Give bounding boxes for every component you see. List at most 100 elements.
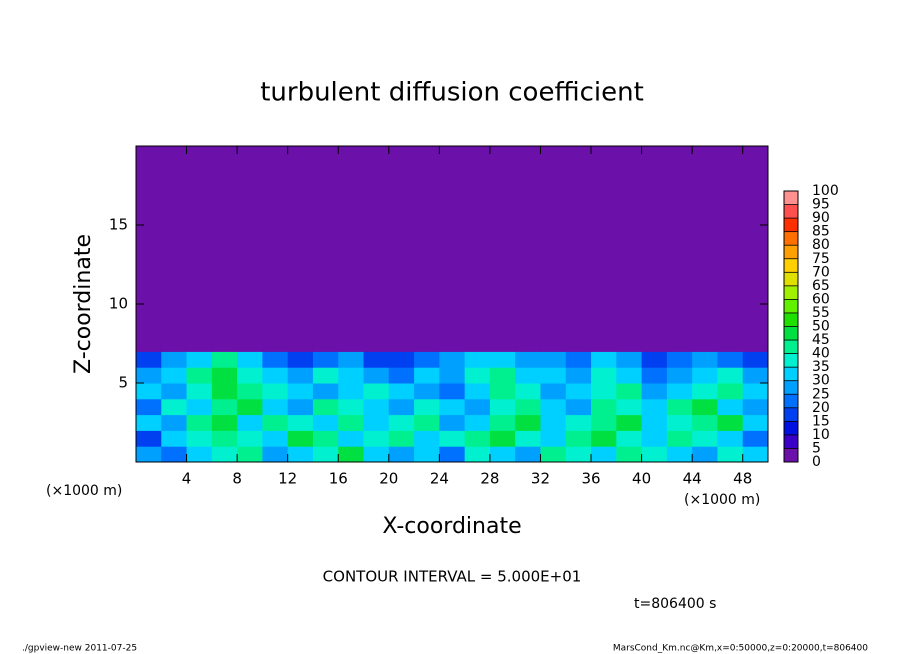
colorbar-swatch xyxy=(784,326,798,341)
heat-cell xyxy=(363,383,390,400)
colorbar-swatch xyxy=(784,231,798,246)
x-tick-label: 20 xyxy=(379,470,398,488)
heat-cell xyxy=(363,446,390,463)
colorbar-swatch xyxy=(784,258,798,273)
heat-cell xyxy=(616,398,643,416)
heat-cell xyxy=(717,351,744,368)
heat-cell xyxy=(262,398,289,416)
heat-cell xyxy=(565,446,592,463)
heat-cell xyxy=(616,414,643,431)
x-axis-label: X-coordinate xyxy=(382,514,521,539)
heat-cell xyxy=(591,146,617,352)
heat-cell xyxy=(540,351,567,368)
heat-cell xyxy=(211,430,238,447)
heat-cell xyxy=(186,351,213,368)
heat-cell xyxy=(338,414,365,431)
heat-cell xyxy=(742,398,769,416)
heat-cell xyxy=(211,146,238,352)
heat-cell xyxy=(388,414,415,431)
heat-cell xyxy=(489,351,516,368)
x-tick-label: 32 xyxy=(531,470,550,488)
x-tick-label: 40 xyxy=(632,470,651,488)
heat-cell xyxy=(338,430,365,447)
heat-cell xyxy=(136,446,162,463)
heat-cell xyxy=(464,398,491,416)
heat-cell xyxy=(262,351,289,368)
colorbar-swatch xyxy=(784,394,798,408)
heat-cell xyxy=(136,146,162,352)
heat-cell xyxy=(388,383,415,400)
y-axis-label: Z-coordinate xyxy=(71,234,96,374)
colorbar-swatch xyxy=(784,340,798,354)
heat-cell xyxy=(464,146,491,352)
heat-cell xyxy=(136,398,162,416)
heat-cell xyxy=(287,446,314,463)
heat-cell xyxy=(565,351,592,368)
x-tick-label: 4 xyxy=(182,470,192,488)
colorbar-label: 70 xyxy=(812,264,830,280)
heat-cell xyxy=(515,383,541,400)
footer-left: ./gpview-new 2011-07-25 xyxy=(22,644,137,654)
heat-cell xyxy=(388,351,415,368)
heat-cell xyxy=(414,398,440,416)
heat-cell xyxy=(287,414,314,431)
colorbar-swatch xyxy=(784,204,798,219)
y-tick-label: 15 xyxy=(109,216,128,234)
heat-cell xyxy=(262,146,289,352)
heat-cell xyxy=(641,367,668,384)
heat-cell xyxy=(312,146,339,352)
heat-cell xyxy=(211,414,238,431)
heat-cell xyxy=(464,367,491,384)
heat-cell xyxy=(388,446,415,463)
heat-cell xyxy=(464,383,491,400)
colorbar-label: 5 xyxy=(812,440,821,456)
heat-cell xyxy=(591,414,617,431)
heat-cell xyxy=(312,414,339,431)
x-tick-label: 28 xyxy=(480,470,499,488)
heat-cell xyxy=(616,446,643,463)
heat-cell xyxy=(616,383,643,400)
colorbar-label: 100 xyxy=(812,183,839,199)
heat-cell xyxy=(363,414,390,431)
heat-cell xyxy=(287,351,314,368)
heat-cell xyxy=(565,146,592,352)
heat-cell xyxy=(641,414,668,431)
heat-cell xyxy=(641,398,668,416)
colorbar-label: 25 xyxy=(812,386,830,402)
heat-cell xyxy=(161,446,188,463)
heat-cell xyxy=(717,430,744,447)
x-tick-label: 44 xyxy=(683,470,702,488)
colorbar-swatch xyxy=(784,191,798,205)
heat-cell xyxy=(287,367,314,384)
heat-cell xyxy=(641,383,668,400)
heat-cell xyxy=(211,383,238,400)
heat-cell xyxy=(742,430,769,447)
heat-cell xyxy=(540,146,567,352)
heat-cell xyxy=(616,430,643,447)
colorbar-label: 60 xyxy=(812,291,830,307)
heat-cell xyxy=(439,398,466,416)
heat-cell xyxy=(742,414,769,431)
heat-cell xyxy=(641,446,668,463)
heat-cell xyxy=(641,351,668,368)
colorbar-swatch xyxy=(784,299,798,313)
heat-cell xyxy=(186,414,213,431)
heat-cell xyxy=(136,351,162,368)
heat-cell xyxy=(616,146,643,352)
heat-cell xyxy=(692,367,718,384)
heat-cell xyxy=(591,351,617,368)
heat-cell xyxy=(692,430,718,447)
colorbar-swatch xyxy=(784,353,798,368)
heat-cell xyxy=(565,367,592,384)
heat-cell xyxy=(136,367,162,384)
heat-cell xyxy=(161,398,188,416)
heat-cell xyxy=(262,446,289,463)
heat-cell xyxy=(237,367,263,384)
y-tick-label: 5 xyxy=(118,374,128,392)
colorbar-label: 50 xyxy=(812,319,830,335)
heat-cell xyxy=(717,446,744,463)
heat-cell xyxy=(591,383,617,400)
colorbar-label: 10 xyxy=(812,427,830,443)
colorbar-swatch xyxy=(784,218,798,232)
heat-cell xyxy=(439,430,466,447)
